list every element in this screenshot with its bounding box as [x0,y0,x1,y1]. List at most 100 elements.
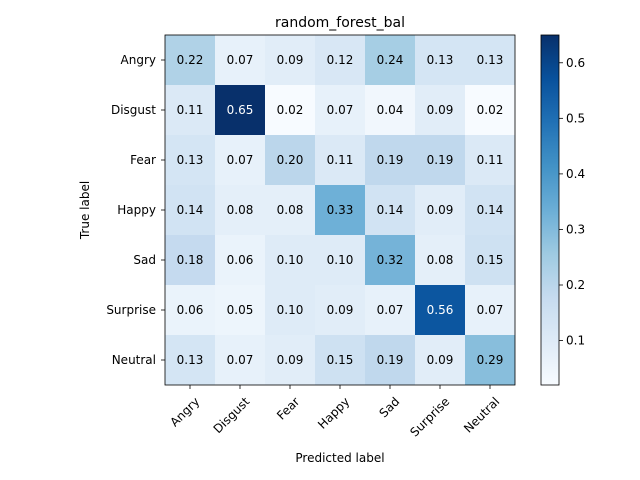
heatmap-cell [465,335,515,385]
cell-value-label: 0.12 [327,53,354,67]
heatmap-cell [215,135,265,185]
heatmap-cell [215,85,265,135]
heatmap-cell [465,185,515,235]
cell-value-label: 0.11 [177,103,204,117]
heatmap-cell [365,235,415,285]
cell-value-label: 0.07 [377,303,404,317]
heatmap-cell [165,135,215,185]
heatmap-cell [165,285,215,335]
cell-value-label: 0.07 [477,303,504,317]
cell-value-label: 0.09 [427,353,454,367]
heatmap-cell [165,335,215,385]
heatmap-cell [315,335,365,385]
cell-value-label: 0.13 [177,353,204,367]
cell-value-labels: 0.22 0.07 0.09 0.12 0.24 0.13 0.13 0.11 0.65 0.02… [177,53,504,367]
heatmap-cell [365,185,415,235]
heatmap-cell [365,135,415,185]
cell-value-label: 0.32 [377,253,404,267]
x-tick-label: Happy [315,394,352,431]
cell-value-label: 0.11 [477,153,504,167]
heatmap-cell [365,35,415,85]
colorbar-gradient [540,34,560,386]
heatmap-cell [265,235,315,285]
cell-value-label: 0.05 [227,303,254,317]
cell-value-label: 0.09 [327,303,354,317]
cell-value-label: 0.14 [477,203,504,217]
colorbar-tick-label: 0.6 [566,56,585,70]
heatmap-cell [415,285,465,335]
heatmap-cell [265,285,315,335]
heatmap-cell [165,35,215,85]
colorbar-tick-label: 0.5 [566,111,585,125]
heatmap-cell [265,185,315,235]
cell-value-label: 0.09 [427,203,454,217]
cell-value-label: 0.07 [227,353,254,367]
heatmap-cell [365,335,415,385]
cell-value-label: 0.13 [427,53,454,67]
cell-value-label: 0.02 [477,103,504,117]
heatmap-cell [365,85,415,135]
heatmap-cell [365,285,415,335]
colorbar-tick-label: 0.2 [566,278,585,292]
heatmap-cell [315,185,365,235]
cell-value-label: 0.09 [277,353,304,367]
cell-value-label: 0.20 [277,153,304,167]
cell-value-label: 0.15 [327,353,354,367]
cell-value-label: 0.07 [327,103,354,117]
heatmap-cell [415,135,465,185]
y-tick-label: Neutral [112,353,156,367]
y-tick-label: Disgust [111,103,156,117]
cell-value-label: 0.19 [377,153,404,167]
cell-value-label: 0.24 [377,53,404,67]
heatmap-cell [315,285,365,335]
x-tick-label: Surprise [407,394,452,439]
heatmap-cell [165,85,215,135]
cell-value-label: 0.09 [277,53,304,67]
heatmap-cell [265,135,315,185]
x-tick-label: Disgust [211,394,253,436]
heatmap-cell [315,85,365,135]
heatmap-cell [465,235,515,285]
cell-value-label: 0.19 [377,353,404,367]
cell-value-label: 0.13 [177,153,204,167]
heatmap-cell [265,335,315,385]
y-tick-label: Sad [133,253,156,267]
y-axis-ticks: Angry Disgust Fear Happy Sad Surprise Neutral [106,53,165,367]
cell-value-label: 0.15 [477,253,504,267]
x-tick-label: Sad [376,394,402,420]
heatmap-cell [265,85,315,135]
cell-value-label: 0.08 [277,203,304,217]
heatmap-cell [215,185,265,235]
x-axis-ticks: Angry Disgust Fear Happy Sad Surprise Neutral [167,385,502,439]
x-tick-label: Neutral [461,394,502,435]
x-tick-label: Fear [274,394,302,422]
cell-value-label: 0.09 [427,103,454,117]
cell-value-label: 0.08 [227,203,254,217]
heatmap-cell [315,35,365,85]
x-tick-label: Angry [167,394,202,429]
heatmap-cell [315,235,365,285]
heatmap-cell [415,35,465,85]
cell-value-label: 0.08 [427,253,454,267]
chart-title: random_forest_bal [275,15,405,31]
cell-value-label: 0.02 [277,103,304,117]
x-axis-label: Predicted label [295,451,384,465]
y-tick-label: Angry [121,53,156,67]
cell-value-label: 0.33 [327,203,354,217]
y-tick-label: Happy [117,203,156,217]
heatmap-cell [465,285,515,335]
cell-value-label: 0.06 [227,253,254,267]
heatmap-cell [315,135,365,185]
colorbar: 0.1 0.2 0.3 0.4 0.5 0.6 [540,34,585,386]
cell-value-label: 0.14 [177,203,204,217]
cell-value-label: 0.22 [177,53,204,67]
cell-value-label: 0.07 [227,53,254,67]
heatmap-cell [165,235,215,285]
heatmap-cell [415,335,465,385]
y-axis-label: True label [78,181,92,240]
heatmap-cells [165,35,515,385]
cell-value-label: 0.10 [277,253,304,267]
cell-value-label: 0.10 [277,303,304,317]
heatmap-cell [215,285,265,335]
heatmap-cell [465,35,515,85]
